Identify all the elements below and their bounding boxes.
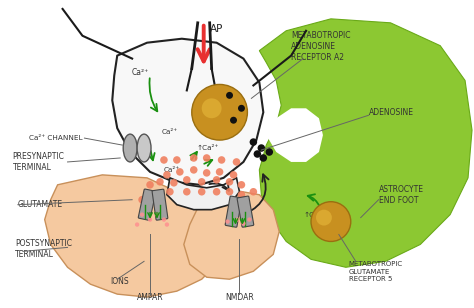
Circle shape bbox=[148, 217, 152, 222]
Text: METABOTROPIC
ADENOSINE
RECEPTOR A2: METABOTROPIC ADENOSINE RECEPTOR A2 bbox=[291, 31, 351, 62]
Polygon shape bbox=[266, 108, 323, 162]
Polygon shape bbox=[45, 175, 224, 297]
Circle shape bbox=[155, 213, 159, 217]
FancyBboxPatch shape bbox=[225, 196, 242, 227]
Polygon shape bbox=[167, 178, 239, 210]
Ellipse shape bbox=[137, 134, 151, 162]
Circle shape bbox=[230, 171, 237, 179]
Circle shape bbox=[202, 98, 221, 118]
Circle shape bbox=[198, 188, 206, 196]
Circle shape bbox=[250, 188, 257, 196]
Circle shape bbox=[233, 158, 240, 166]
Circle shape bbox=[237, 181, 245, 188]
Text: IONS: IONS bbox=[110, 277, 129, 286]
Circle shape bbox=[260, 154, 267, 162]
Circle shape bbox=[146, 181, 154, 188]
Text: ADENOSINE: ADENOSINE bbox=[369, 108, 414, 117]
Circle shape bbox=[170, 179, 178, 187]
Circle shape bbox=[173, 156, 181, 164]
Circle shape bbox=[203, 169, 210, 177]
Circle shape bbox=[226, 92, 233, 99]
Text: PRESYNAPTIC
TERMINAL: PRESYNAPTIC TERMINAL bbox=[13, 152, 64, 172]
Circle shape bbox=[213, 188, 220, 196]
Circle shape bbox=[192, 84, 247, 140]
Text: Ca²⁺ CHANNEL: Ca²⁺ CHANNEL bbox=[29, 135, 82, 141]
Circle shape bbox=[213, 176, 220, 184]
Ellipse shape bbox=[123, 134, 137, 162]
Text: Ca²⁺: Ca²⁺ bbox=[131, 68, 149, 77]
Circle shape bbox=[241, 221, 246, 226]
Circle shape bbox=[218, 156, 225, 164]
Circle shape bbox=[238, 105, 245, 112]
Circle shape bbox=[250, 138, 257, 146]
Text: ASTROCYTE
END FOOT: ASTROCYTE END FOOT bbox=[379, 185, 424, 205]
Circle shape bbox=[156, 178, 164, 186]
Text: AP: AP bbox=[210, 24, 223, 34]
FancyBboxPatch shape bbox=[152, 189, 168, 220]
Circle shape bbox=[316, 210, 332, 225]
Circle shape bbox=[203, 154, 210, 162]
Circle shape bbox=[247, 217, 252, 222]
Circle shape bbox=[226, 178, 233, 186]
Circle shape bbox=[237, 191, 245, 199]
Circle shape bbox=[216, 168, 223, 176]
Text: Ca²⁺: Ca²⁺ bbox=[162, 129, 178, 135]
Text: METABOTROPIC
GLUTAMATE
RECEPTOR 5: METABOTROPIC GLUTAMATE RECEPTOR 5 bbox=[349, 261, 403, 282]
Text: AMPAR: AMPAR bbox=[137, 293, 164, 302]
Circle shape bbox=[254, 150, 261, 158]
Text: ↑Ca²⁺: ↑Ca²⁺ bbox=[197, 145, 219, 151]
Circle shape bbox=[163, 171, 171, 179]
FancyBboxPatch shape bbox=[138, 189, 156, 220]
Circle shape bbox=[183, 176, 191, 184]
Circle shape bbox=[311, 202, 351, 241]
Text: POSTSYNAPTIC
TERMINAL: POSTSYNAPTIC TERMINAL bbox=[15, 239, 72, 259]
Text: ↑Ca²⁺: ↑Ca²⁺ bbox=[303, 212, 325, 218]
Circle shape bbox=[162, 217, 166, 222]
Circle shape bbox=[166, 188, 173, 196]
Polygon shape bbox=[112, 39, 264, 185]
Circle shape bbox=[190, 154, 198, 162]
Circle shape bbox=[265, 148, 273, 156]
Circle shape bbox=[226, 188, 233, 196]
Circle shape bbox=[150, 193, 158, 201]
Text: NMDAR: NMDAR bbox=[225, 293, 254, 302]
Circle shape bbox=[140, 213, 144, 217]
Circle shape bbox=[257, 144, 265, 152]
Circle shape bbox=[176, 168, 183, 176]
Circle shape bbox=[165, 222, 169, 227]
Circle shape bbox=[183, 188, 191, 196]
Circle shape bbox=[235, 217, 240, 222]
Text: Ca²⁺: Ca²⁺ bbox=[164, 167, 180, 173]
Circle shape bbox=[160, 156, 168, 164]
Circle shape bbox=[225, 219, 230, 224]
Text: GLUTAMATE: GLUTAMATE bbox=[18, 200, 63, 209]
Circle shape bbox=[138, 196, 146, 204]
Polygon shape bbox=[184, 190, 279, 279]
Polygon shape bbox=[259, 19, 472, 267]
Circle shape bbox=[198, 178, 206, 186]
Circle shape bbox=[230, 117, 237, 124]
FancyBboxPatch shape bbox=[237, 196, 254, 227]
Circle shape bbox=[190, 166, 198, 174]
Circle shape bbox=[135, 222, 139, 227]
